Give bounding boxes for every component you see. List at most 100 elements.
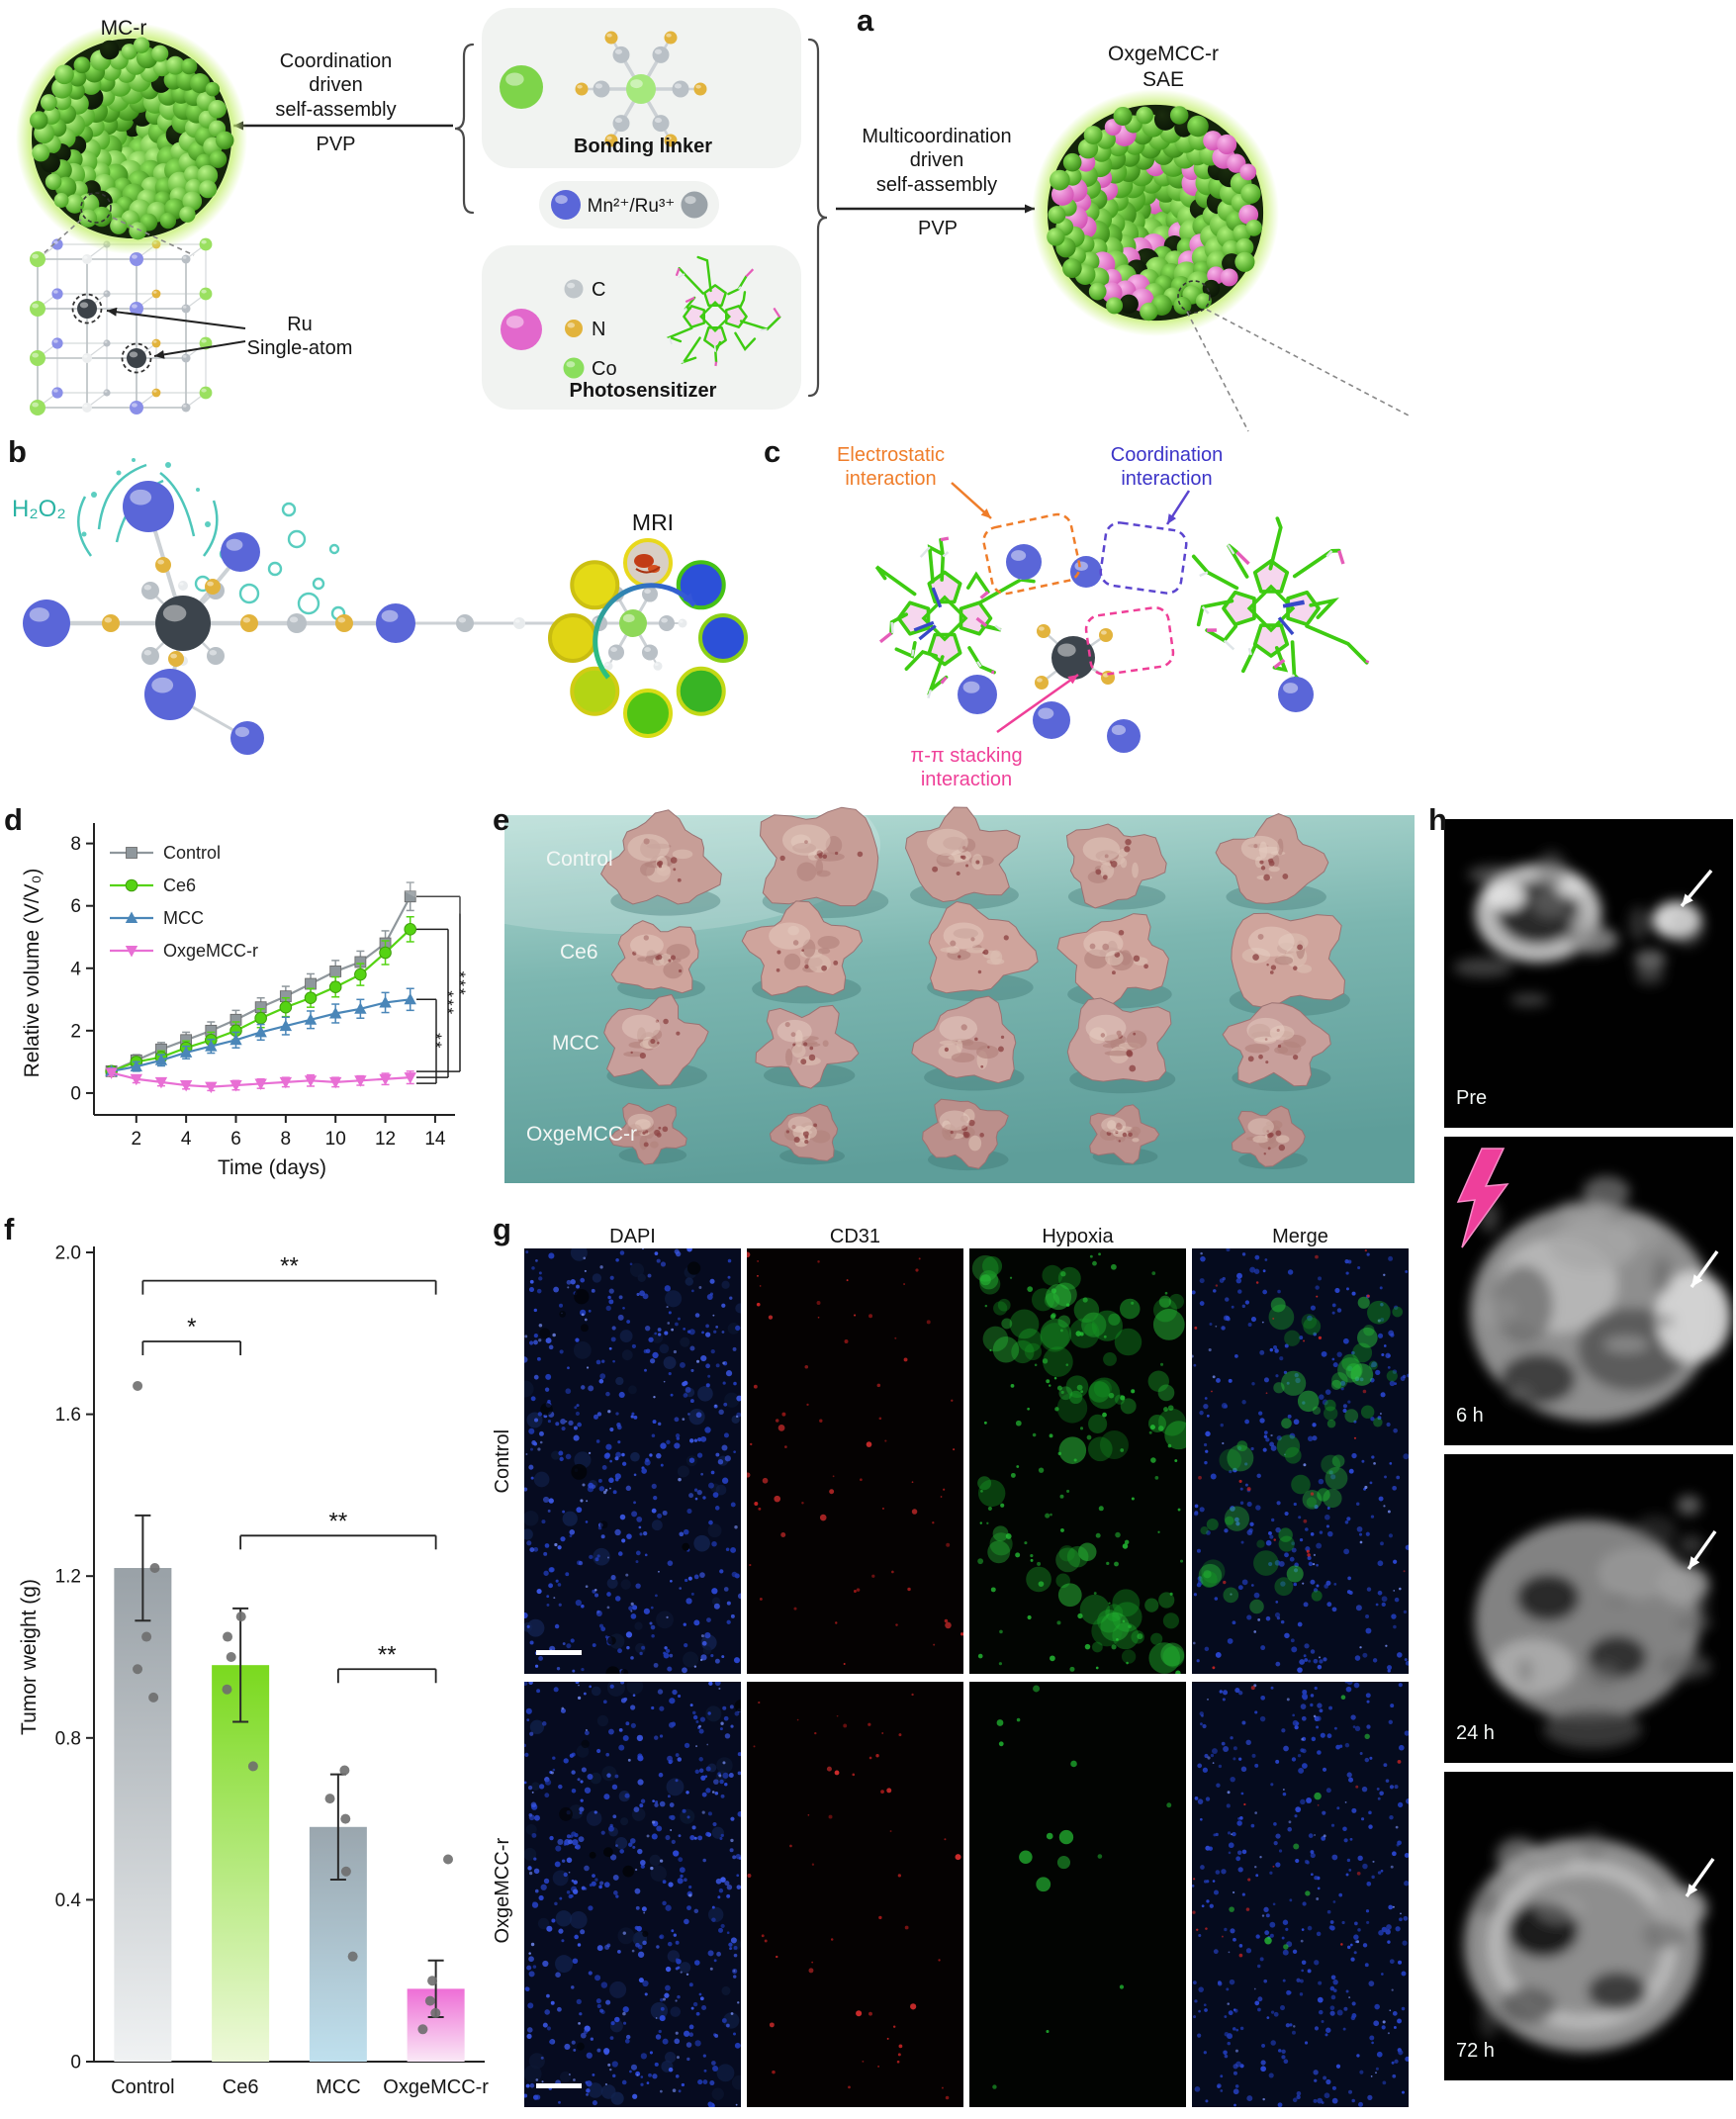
microscopy-cell [1192,1682,1409,2107]
oxygen-bubble-icon [267,561,283,577]
scale-bar [536,1650,582,1655]
mri-time-24h-label: 24 h [1456,1722,1495,1744]
mri-image-24h [1444,1454,1733,1763]
oxygen-bubble-icon [287,529,307,549]
h2o2-splash-icon [159,472,196,537]
tumor-row-ce6-label: Ce6 [560,941,598,964]
column-header-hypoxia: Hypoxia [1042,1226,1114,1247]
svg-text:Ce6: Ce6 [223,2076,259,2098]
microscopy-cell [747,1248,963,1674]
oxygen-bubble-icon [238,583,260,604]
photosensitizer-molecule [874,536,1036,699]
pi-stacking-arrow-icon [996,673,1079,734]
svg-text:14: 14 [424,1129,446,1150]
svg-text:1.2: 1.2 [55,1567,81,1588]
svg-text:OxgeMCC-r: OxgeMCC-r [163,941,258,961]
svg-text:6: 6 [230,1129,241,1150]
microscopy-cell [524,1248,741,1674]
svg-text:12: 12 [375,1129,396,1150]
tumor-specimen [1222,1002,1331,1087]
bar-Control [114,1568,172,2062]
mri-ring-sample [570,560,620,610]
row-label-oxgemcc: OxgeMCC-r [491,1837,513,1944]
svg-text:***: *** [450,971,469,997]
mri-image-72h [1444,1772,1733,2080]
pi-stacking-region [1084,606,1175,676]
column-header-cd31: CD31 [829,1226,881,1247]
panel-label-e: e [493,802,510,837]
svg-text:Time (days): Time (days) [218,1156,326,1179]
mri-cycle-arrow-icon [593,583,696,680]
mri-ring-sample [676,560,726,610]
oxygen-bubble-icon [297,592,320,615]
electrostatic-arrow-icon [951,482,992,519]
svg-text:2.0: 2.0 [55,1244,81,1264]
h2o2-splash-icon [77,496,93,557]
svg-text:1.6: 1.6 [55,1405,81,1426]
right-pvp-label: PVP [917,218,959,239]
right-process-label: Multicoordination driven self-assembly [862,126,1012,196]
panel-label-c: c [764,434,781,469]
svg-text:Control: Control [111,2076,174,2098]
microscopy-cell [1192,1248,1409,1674]
left-process-label: Coordination driven self-assembly [275,50,397,121]
tumor-row-control-label: Control [546,848,613,871]
tumor-volume-line-chart: 0 2 4 6 8 2 4 6 8 10 12 14 Time (days) Relative volum… [21,823,469,1179]
mri-image-6h [1444,1137,1733,1445]
mri-label: MRI [631,509,675,535]
photosensitizer-molecule [1191,516,1370,692]
svg-text:MCC: MCC [163,908,204,928]
bar-Ce6 [212,1665,270,2062]
svg-text:0: 0 [70,2053,81,2073]
h2o2-splash-icon [97,463,147,530]
microscopy-cell [969,1682,1186,2107]
legend-nitrogen-label: N [592,319,606,340]
svg-text:8: 8 [281,1129,292,1150]
svg-text:2: 2 [70,1021,81,1042]
mri-ring-sample [570,666,620,716]
panel-b-mechanism [23,458,748,755]
svg-text:0: 0 [70,1083,81,1104]
electrostatic-label: Electrostatic interaction [837,444,945,491]
tumor-row-mcc-label: MCC [552,1032,599,1055]
h2o2-splash-icon [203,500,219,557]
tumor-weight-bar-chart: 0 0.4 0.8 1.2 1.6 2.0 Tumor weight (g) Control C… [18,1244,489,2099]
svg-text:0.8: 0.8 [55,1728,81,1749]
panel-label-d: d [4,802,23,837]
mri-ring-sample [548,613,597,663]
oxygen-bubble-icon [281,502,297,517]
scale-bar [536,2083,582,2088]
coordination-label: Coordination interaction [1110,444,1224,491]
bonding-linker-label: Bonding linker [574,136,712,157]
ru-single-atom-label: Ru Single-atom [246,314,353,360]
column-header-merge: Merge [1272,1226,1328,1247]
microscopy-cell [524,1682,741,2107]
laser-bolt-icon [1456,1148,1509,1248]
svg-text:*: * [187,1314,196,1340]
svg-text:10: 10 [325,1129,346,1150]
panel-label-b: b [8,434,27,469]
tumor-arrow-icon [1680,869,1713,908]
svg-text:Tumor weight (g): Tumor weight (g) [18,1579,41,1735]
svg-text:Ce6: Ce6 [163,875,196,895]
mri-time-6h-label: 6 h [1456,1405,1484,1427]
tumor-specimen [928,900,1039,994]
tumor-specimen [741,900,864,996]
svg-text:0.4: 0.4 [55,1890,82,1911]
svg-text:OxgeMCC-r: OxgeMCC-r [383,2076,489,2098]
panel-c-interactions [874,482,1370,753]
svg-text:2: 2 [132,1129,142,1150]
tumor-arrow-icon [1685,1857,1715,1898]
left-pvp-label: PVP [316,134,356,155]
svg-text:**: ** [280,1253,299,1280]
svg-text:Control: Control [163,843,221,863]
column-header-dapi: DAPI [609,1226,656,1247]
oxygen-bubble-icon [328,543,340,555]
mc-r-label: MC-r [100,17,147,40]
ru-atom-highlight [121,342,152,374]
mri-ring-sample [698,613,748,663]
svg-text:4: 4 [70,959,81,979]
svg-text:**: ** [378,1641,397,1668]
tumor-row-oxgemcc-label: OxgeMCC-r [526,1123,638,1146]
